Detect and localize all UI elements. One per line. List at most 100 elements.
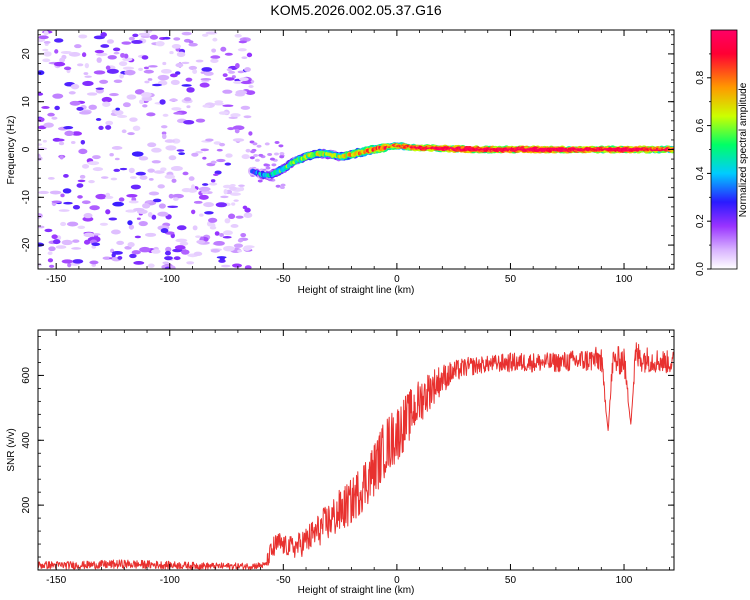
noise-blob <box>95 52 108 57</box>
noise-blob <box>173 256 181 261</box>
noise-blob <box>51 116 58 120</box>
noise-blob <box>83 239 91 245</box>
noise-blob <box>269 157 275 161</box>
noise-blob <box>191 184 196 190</box>
ridge-cell <box>443 146 447 149</box>
noise-blob <box>134 235 141 239</box>
spectrogram-x-tick-label: -50 <box>276 274 291 285</box>
noise-blob <box>191 209 196 215</box>
noise-blob <box>176 51 186 58</box>
noise-blob <box>228 213 236 220</box>
noise-blob <box>225 77 235 81</box>
noise-blob <box>115 107 120 111</box>
noise-blob <box>223 230 233 236</box>
noise-blob <box>82 80 94 87</box>
noise-blob <box>131 151 144 157</box>
noise-blob <box>182 171 189 176</box>
noise-blob <box>188 176 195 181</box>
noise-blob <box>142 96 153 102</box>
noise-blob <box>209 182 218 186</box>
noise-blob <box>171 138 181 144</box>
noise-blob <box>114 110 124 116</box>
noise-blob <box>133 261 145 265</box>
noise-blob <box>131 39 143 44</box>
noise-blob <box>240 105 251 110</box>
noise-blob <box>119 167 128 171</box>
noise-blob <box>68 91 76 95</box>
noise-blob <box>128 167 135 174</box>
noise-blob <box>275 184 281 188</box>
snr-y-axis: 200 400 600 <box>21 336 674 571</box>
spectrogram-y-tick-label: -20 <box>21 237 32 252</box>
noise-blob <box>48 246 56 252</box>
noise-blob <box>181 61 190 65</box>
noise-blob <box>201 183 209 186</box>
noise-blob <box>250 150 256 154</box>
noise-blob <box>77 179 86 183</box>
noise-blob <box>181 187 192 193</box>
noise-blob <box>179 241 189 246</box>
noise-blob <box>148 191 160 196</box>
spectrogram-y-axis: -20 -10 0 10 20 <box>21 34 674 265</box>
noise-blob <box>210 58 219 63</box>
noise-blob <box>173 197 179 201</box>
noise-blob <box>169 73 178 78</box>
colorbar-tick-label: 0.2 <box>695 214 706 228</box>
noise-blob <box>72 259 84 264</box>
noise-blob <box>72 239 80 243</box>
noise-blob <box>226 68 233 72</box>
ridge-cell <box>560 149 564 152</box>
noise-blob <box>171 193 184 199</box>
noise-blob <box>228 70 236 74</box>
noise-blob <box>159 99 166 105</box>
noise-blob <box>112 250 123 255</box>
ridge-cell <box>556 147 560 150</box>
spectrogram-x-label: Height of straight line (km) <box>298 285 415 296</box>
noise-blob <box>202 104 211 108</box>
noise-blob <box>105 209 111 215</box>
noise-blob <box>235 90 248 95</box>
noise-blob <box>223 245 235 252</box>
noise-blob <box>168 155 177 161</box>
noise-blob <box>147 212 153 218</box>
noise-blob <box>157 184 165 189</box>
noise-blob <box>201 67 213 72</box>
noise-blob <box>162 113 169 117</box>
noise-blob <box>202 156 207 160</box>
noise-blob <box>129 253 137 259</box>
noise-blob <box>112 47 121 52</box>
noise-blob <box>224 162 232 166</box>
noise-blob <box>109 93 119 97</box>
ridge-cell <box>465 149 469 151</box>
spectrogram-y-label: Frequency (Hz) <box>6 116 17 185</box>
noise-blob <box>44 228 53 233</box>
noise-blob <box>58 209 70 212</box>
noise-blob <box>210 249 220 253</box>
ridge-cell <box>567 147 571 150</box>
noise-blob <box>99 79 109 84</box>
noise-blob <box>91 242 101 247</box>
noise-blob <box>121 129 127 134</box>
noise-blob <box>267 152 273 156</box>
noise-blob <box>279 186 285 190</box>
noise-blob <box>229 192 242 196</box>
noise-blob <box>212 37 218 42</box>
snr-y-label: SNR (v/v) <box>6 428 17 471</box>
noise-blob <box>213 101 224 106</box>
noise-blob <box>126 94 137 100</box>
noise-blob <box>238 40 247 44</box>
noise-blob <box>55 245 67 249</box>
noise-blob <box>164 256 173 261</box>
noise-blob <box>176 149 185 152</box>
noise-blob <box>245 90 256 96</box>
noise-blob <box>138 220 148 227</box>
ridge-cell <box>469 147 473 150</box>
noise-blob <box>248 131 253 136</box>
snr-y-tick-label: 600 <box>21 367 32 384</box>
noise-blob <box>161 131 167 135</box>
noise-blob <box>210 55 221 59</box>
noise-blob <box>94 49 105 54</box>
ridge-cell <box>530 149 534 152</box>
noise-blob <box>241 154 250 160</box>
noise-blob <box>59 155 64 160</box>
